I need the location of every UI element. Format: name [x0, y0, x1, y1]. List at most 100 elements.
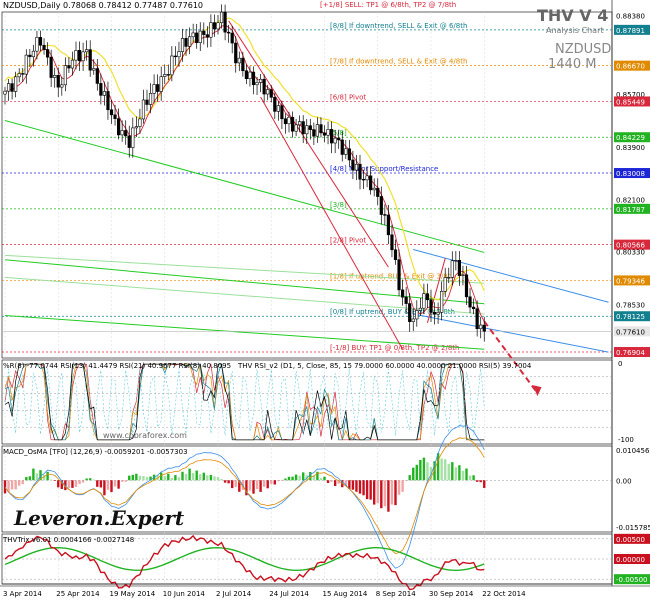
- candle-body: [223, 11, 227, 33]
- macd-histogram-bar: [330, 480, 333, 482]
- candle-body: [60, 84, 64, 88]
- candle-body: [35, 37, 39, 52]
- candle-body: [81, 51, 85, 62]
- murrey-level-label: [7/8] If downtrend, SELL & Exit @ 4/8th: [330, 58, 467, 66]
- macd-histogram-bar: [120, 480, 124, 482]
- macd-histogram-bar: [483, 480, 486, 488]
- macd-histogram-bar: [447, 463, 450, 481]
- macd-histogram-bar: [74, 480, 78, 487]
- trend-line: [413, 249, 609, 303]
- candle-body: [177, 51, 181, 58]
- candle-body: [329, 129, 334, 144]
- macd-histogram-bar: [266, 480, 269, 489]
- macd-histogram-bar: [472, 475, 475, 481]
- macd-histogram-bar: [103, 480, 106, 496]
- trix-tick-label: -0.00500: [616, 576, 647, 584]
- candle-body: [92, 68, 96, 71]
- macd-histogram-bar: [81, 480, 85, 483]
- candle-body: [454, 260, 458, 262]
- macd-histogram-bar: [181, 471, 184, 481]
- macd-histogram-bar: [248, 480, 252, 491]
- macd-histogram-bar: [231, 480, 234, 489]
- trend-line: [4, 259, 485, 305]
- candle-body: [198, 30, 202, 44]
- candle-body: [376, 187, 380, 197]
- macd-histogram-bar: [216, 477, 220, 481]
- macd-histogram-bar: [440, 458, 443, 481]
- candle-body: [216, 22, 220, 30]
- candle-body: [21, 73, 25, 75]
- candle-body: [361, 178, 366, 181]
- projection-arrow: [483, 320, 539, 394]
- macd-histogram-bar: [149, 476, 152, 481]
- projection-arrowhead: [532, 385, 542, 397]
- trix-tick-label: 0.00000: [616, 556, 645, 564]
- macd-histogram-bar: [262, 480, 266, 487]
- macd-histogram-bar: [49, 479, 53, 481]
- candle-body: [372, 187, 376, 191]
- candle-body: [322, 132, 327, 136]
- macd-histogram-bar: [191, 472, 195, 481]
- rsi-panel-header: %R(8) -77.0744 RSI(13) 41.4479 RSI(21) 4…: [3, 362, 232, 370]
- macd-histogram-bar: [426, 462, 429, 481]
- candle-body: [305, 125, 309, 135]
- candle-body: [141, 99, 146, 120]
- candle-body: [351, 159, 355, 171]
- macd-histogram-bar: [475, 480, 479, 482]
- candle-body: [138, 118, 142, 127]
- price-label-box: [614, 96, 650, 107]
- macd-histogram-bar: [53, 480, 56, 481]
- macd-histogram-bar: [184, 473, 188, 481]
- trix-signal-line: [4, 546, 485, 572]
- macd-histogram-bar: [294, 474, 298, 481]
- murrey-level-label: [1/8] If uptrend, BUY & Exit @ 3/8th: [330, 272, 455, 280]
- macd-histogram-bar: [177, 477, 181, 481]
- price-tick-label: 0.85449: [616, 98, 645, 106]
- x-tick-label: 30 Sep 2014: [429, 590, 474, 598]
- candle-body: [191, 32, 195, 38]
- macd-histogram-bar: [337, 480, 340, 484]
- candle-body: [273, 96, 277, 112]
- price-tick-label: 0.77610: [616, 328, 645, 336]
- candle-body: [482, 324, 486, 332]
- macd-histogram-bar: [280, 480, 284, 481]
- trend-line: [4, 276, 485, 315]
- macd-histogram-bar: [220, 478, 223, 481]
- candle-body: [63, 65, 67, 86]
- price-tick-label: 0.88380: [616, 13, 645, 21]
- candle-body: [244, 70, 249, 79]
- candle-body: [333, 137, 337, 144]
- candle-body: [393, 249, 398, 260]
- murrey-level-label: [6/8] Pivot: [330, 93, 366, 101]
- candle-body: [88, 49, 92, 71]
- macd-histogram-bar: [128, 475, 131, 481]
- macd-histogram-bar: [323, 476, 326, 481]
- price-label-box: [614, 347, 650, 358]
- macd-histogram-bar: [170, 477, 174, 481]
- watermark-title: THV V 4: [537, 6, 609, 25]
- candle-body: [248, 71, 252, 79]
- candle-body: [255, 82, 259, 86]
- candle-body: [31, 50, 35, 58]
- candle-body: [202, 30, 206, 35]
- price-label-box: [614, 275, 650, 286]
- macd-histogram-bar: [78, 480, 81, 485]
- macd-histogram-bar: [270, 480, 273, 484]
- candle-body: [45, 49, 50, 58]
- candle-body: [70, 59, 75, 69]
- macd-histogram-bar: [35, 473, 39, 481]
- trix-label-box: [614, 554, 650, 564]
- macd-histogram-bar: [64, 480, 67, 491]
- x-tick-label: 24 Jul 2014: [269, 590, 309, 598]
- candle-body: [258, 78, 263, 83]
- macd-histogram-bar: [436, 453, 440, 481]
- macd-histogram-bar: [255, 480, 259, 490]
- macd-histogram-bar: [355, 480, 358, 492]
- macd-histogram-bar: [46, 471, 49, 481]
- candle-body: [173, 55, 178, 58]
- candle-body: [241, 57, 245, 72]
- macd-histogram-bar: [42, 474, 46, 481]
- price-tick-label: 0.78530: [616, 301, 645, 309]
